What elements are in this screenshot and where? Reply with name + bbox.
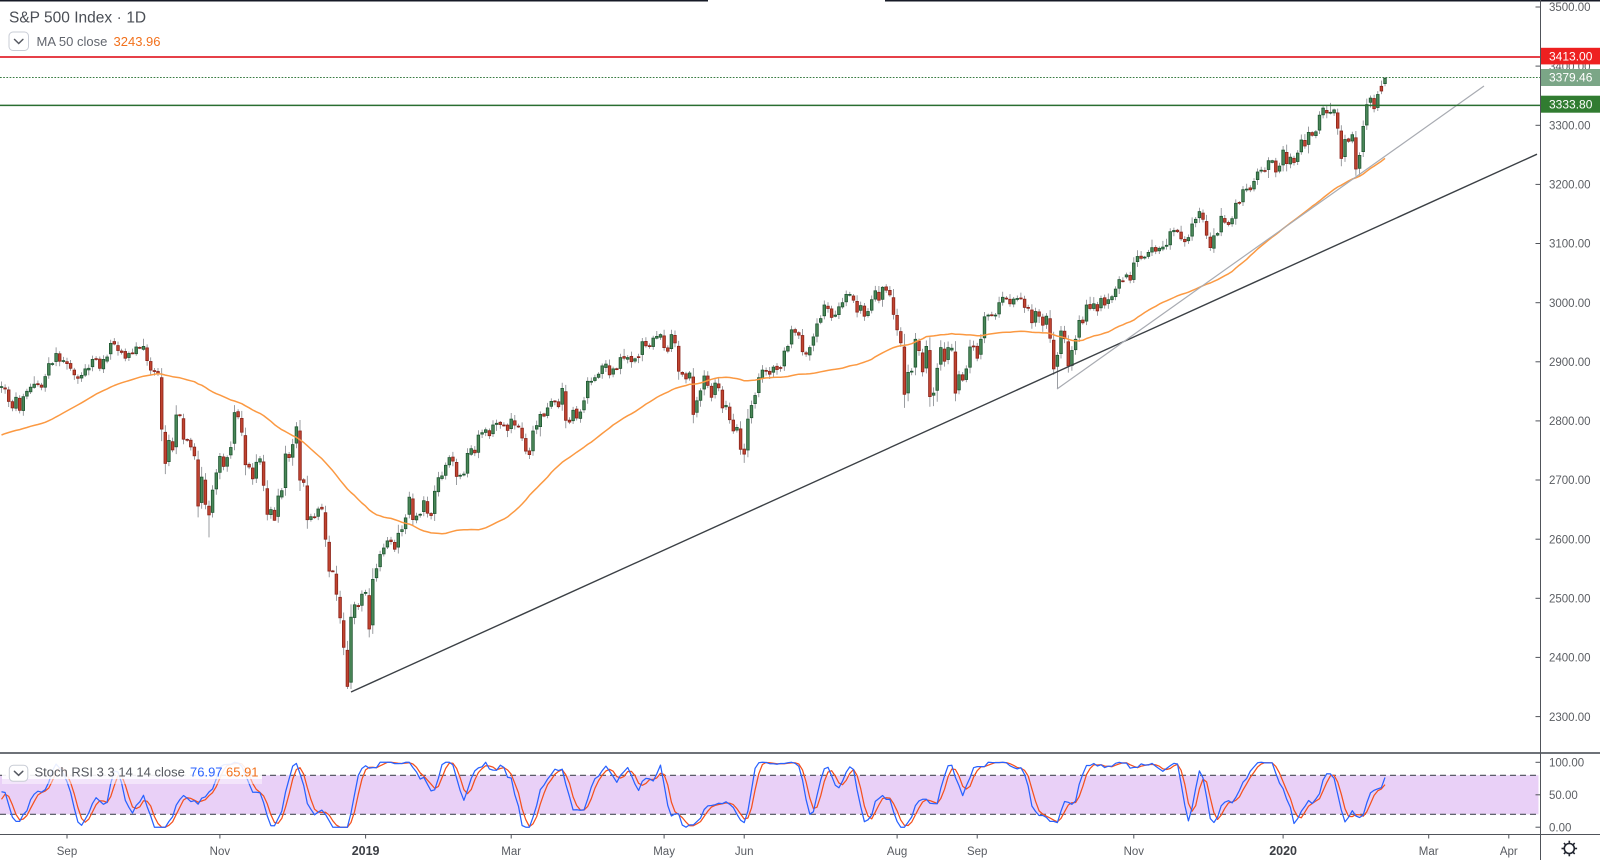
svg-text:S&P 500 Index·1D: S&P 500 Index · 1D xyxy=(9,10,146,27)
svg-text:2800.00: 2800.00 xyxy=(1549,416,1591,428)
svg-text:2019: 2019 xyxy=(352,844,380,858)
svg-text:Jun: Jun xyxy=(735,846,754,858)
svg-text:2300.00: 2300.00 xyxy=(1549,712,1591,724)
svg-text:2400.00: 2400.00 xyxy=(1549,653,1591,665)
svg-text:2900.00: 2900.00 xyxy=(1549,357,1591,369)
svg-text:2500.00: 2500.00 xyxy=(1549,594,1591,606)
svg-text:3000.00: 3000.00 xyxy=(1549,298,1591,310)
svg-text:Mar: Mar xyxy=(1419,846,1439,858)
svg-text:3379.46: 3379.46 xyxy=(1549,71,1593,85)
svg-text:May: May xyxy=(653,846,675,858)
svg-text:2600.00: 2600.00 xyxy=(1549,534,1591,546)
svg-text:3100.00: 3100.00 xyxy=(1549,239,1591,251)
svg-text:2020: 2020 xyxy=(1269,844,1297,858)
svg-text:2700.00: 2700.00 xyxy=(1549,475,1591,487)
svg-text:Sep: Sep xyxy=(57,846,77,858)
svg-text:3333.80: 3333.80 xyxy=(1549,97,1593,111)
svg-text:3200.00: 3200.00 xyxy=(1549,180,1591,192)
svg-text:3243.96: 3243.96 xyxy=(114,34,161,49)
svg-text:Nov: Nov xyxy=(1124,846,1145,858)
svg-text:76.97: 76.97 xyxy=(190,765,223,780)
svg-text:Stoch RSI 3 3 14 14 close: Stoch RSI 3 3 14 14 close xyxy=(35,765,185,780)
svg-text:MA 50 close: MA 50 close xyxy=(37,34,108,49)
svg-text:Mar: Mar xyxy=(501,846,521,858)
svg-text:Apr: Apr xyxy=(1500,846,1518,858)
svg-text:Aug: Aug xyxy=(887,846,907,858)
svg-text:Nov: Nov xyxy=(210,846,231,858)
svg-text:3300.00: 3300.00 xyxy=(1549,121,1591,133)
svg-text:Sep: Sep xyxy=(967,846,987,858)
svg-text:0.00: 0.00 xyxy=(1549,822,1571,834)
svg-text:50.00: 50.00 xyxy=(1549,790,1578,802)
svg-text:3413.00: 3413.00 xyxy=(1549,49,1593,63)
svg-text:65.91: 65.91 xyxy=(226,765,259,780)
svg-text:3500.00: 3500.00 xyxy=(1549,2,1591,14)
svg-text:100.00: 100.00 xyxy=(1549,758,1584,770)
